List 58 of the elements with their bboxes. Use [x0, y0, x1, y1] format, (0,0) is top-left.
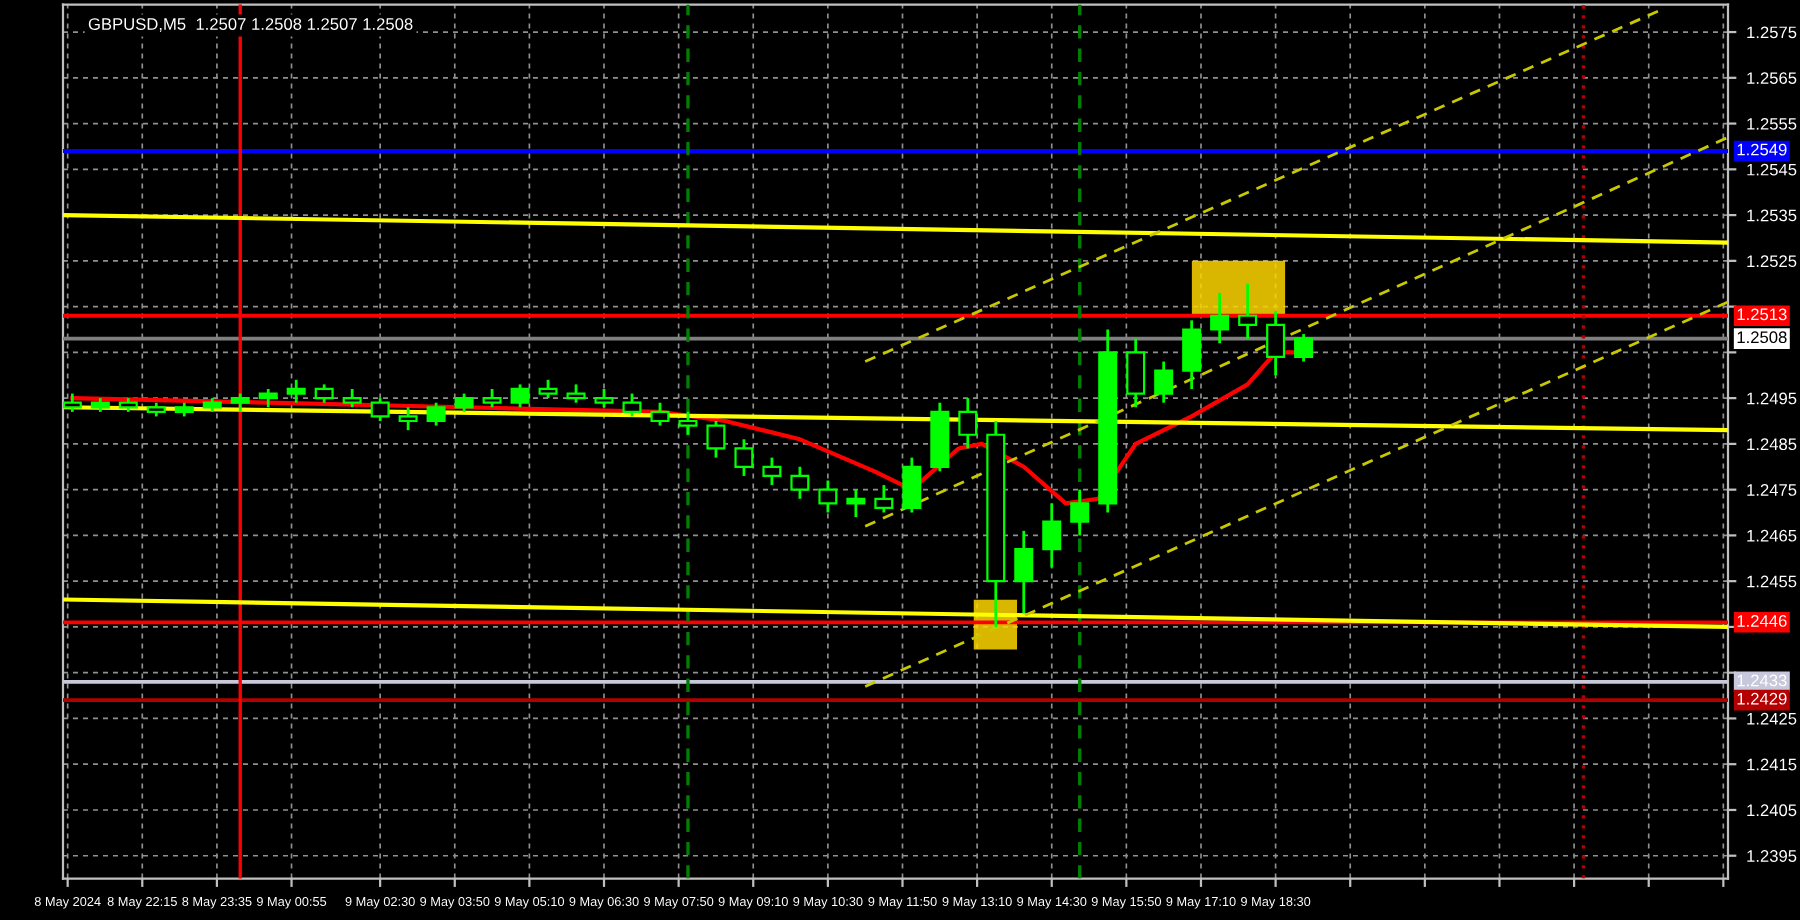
- y-tick-label: 1.2415: [1747, 758, 1797, 771]
- candlestick: [258, 387, 278, 409]
- candlestick: [1126, 337, 1146, 409]
- candlestick: [818, 479, 838, 514]
- ref-line-label: 1.2429: [1737, 692, 1787, 705]
- candlestick: [1210, 291, 1230, 345]
- candlestick: [1042, 501, 1062, 569]
- y-tick-label: 1.2405: [1747, 804, 1797, 817]
- candlestick: [678, 410, 698, 437]
- y-tick-label: 1.2455: [1747, 575, 1797, 588]
- candlestick: [622, 392, 642, 418]
- candlestick: [790, 465, 810, 501]
- y-tick-label: 1.2535: [1747, 209, 1797, 222]
- candlestick: [762, 456, 782, 487]
- candlestick: [902, 456, 922, 514]
- y-tick-label: 1.2475: [1747, 484, 1797, 496]
- ref-line-label: 1.2508: [1737, 331, 1787, 344]
- candlestick: [874, 483, 894, 514]
- candlestick: [1294, 332, 1314, 363]
- y-tick-label: 1.2495: [1747, 392, 1797, 405]
- candlestick: [846, 488, 866, 519]
- candlestick: [1238, 282, 1258, 341]
- candlestick: [426, 401, 446, 427]
- candlestick: [1154, 360, 1174, 405]
- candlestick: [538, 378, 558, 400]
- y-tick-label: 1.2565: [1747, 72, 1797, 85]
- candlestick: [398, 405, 418, 432]
- candlestick: [1070, 488, 1090, 537]
- y-tick-label: 1.2555: [1747, 117, 1797, 130]
- y-tick-label: 1.2485: [1747, 438, 1797, 451]
- candlestick: [342, 387, 362, 409]
- y-tick-label: 1.2545: [1747, 163, 1797, 176]
- y-tick-label: 1.2465: [1747, 529, 1797, 542]
- text: GBPUSD,M5 1.2507 1.2508 1.2507 1.2508: [88, 18, 413, 32]
- candlestick: [370, 396, 390, 423]
- y-tick-label: 1.2525: [1747, 255, 1797, 268]
- candlestick: [63, 392, 82, 414]
- ref-line-label: 1.2513: [1737, 308, 1787, 321]
- candlestick: [510, 383, 530, 409]
- candlestick: [706, 419, 726, 460]
- candlestick: [1266, 309, 1286, 377]
- candlestick: [958, 396, 978, 450]
- candlestick: [482, 387, 502, 409]
- ref-line-label: 1.2549: [1737, 143, 1787, 156]
- y-tick-label: 1.2395: [1747, 850, 1797, 862]
- candlestick: [734, 437, 754, 478]
- candlestick: [286, 378, 306, 405]
- candlestick: [1182, 318, 1202, 391]
- candlestick: [314, 383, 334, 405]
- candlestick: [650, 401, 670, 427]
- ref-line-label: 1.2446: [1737, 615, 1787, 627]
- y-tick-label: 1.2575: [1747, 26, 1797, 39]
- candlestick: [454, 392, 474, 414]
- candlestick: [594, 387, 614, 409]
- candlestick: [230, 392, 250, 414]
- y-tick-label: 1.2425: [1747, 712, 1797, 725]
- candlestick: [1014, 529, 1034, 615]
- candlestick: [566, 383, 586, 405]
